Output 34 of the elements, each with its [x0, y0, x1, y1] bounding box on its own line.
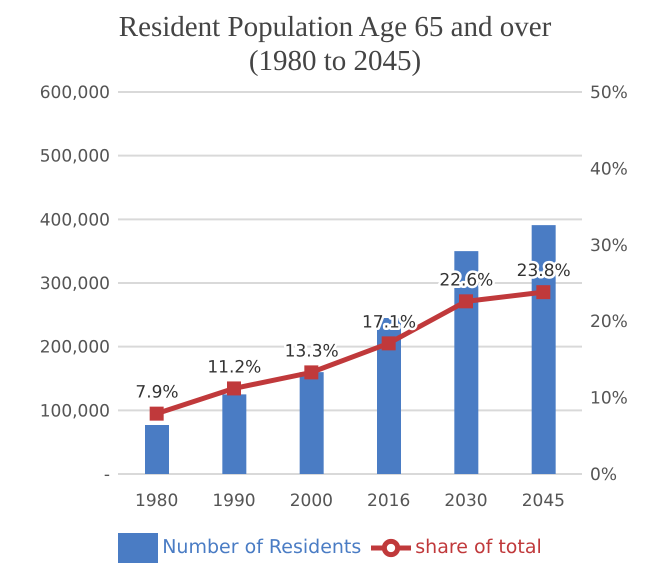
point [304, 365, 318, 380]
x-tick-label: 2016 [367, 491, 410, 512]
y-tick-label: 100,000 [40, 401, 110, 422]
y2-tick-label: 30% [590, 236, 628, 256]
data-label: 7.9% [135, 382, 179, 403]
y-tick-label: 300,000 [40, 274, 110, 294]
bar [222, 394, 246, 474]
y-tick-label: 600,000 [40, 83, 110, 104]
x-tick-label: 2045 [522, 491, 565, 512]
y-tick-label: 400,000 [40, 210, 110, 230]
bar [145, 424, 169, 474]
bar [300, 372, 324, 474]
y-tick-label: 500,000 [40, 146, 110, 167]
point [536, 285, 550, 300]
point [459, 294, 473, 308]
y2-tick-label: 0% [590, 465, 617, 486]
point [150, 406, 164, 421]
data-label: 13.3% [284, 341, 339, 362]
y2-tick-label: 50% [590, 83, 628, 104]
chart-title: Resident Population Age 65 and over (1980 to 2045) [118, 10, 552, 78]
x-tick-label: 2030 [444, 491, 488, 512]
point [382, 336, 396, 350]
legend-label: Number of Residents [162, 536, 362, 558]
y2-tick-label: 20% [590, 312, 628, 332]
x-tick-label: 2000 [290, 491, 333, 512]
data-label: 11.2% [207, 357, 262, 378]
x-tick-label: 1980 [135, 491, 178, 512]
x-tick-label: 1990 [212, 491, 256, 512]
y-tick-label: - [104, 465, 110, 486]
y2-tick-label: 10% [590, 388, 628, 409]
legend-label: share of total [415, 536, 542, 558]
point [227, 381, 241, 396]
y-tick-label: 200,000 [40, 338, 110, 358]
y2-tick-label: 40% [590, 159, 628, 180]
